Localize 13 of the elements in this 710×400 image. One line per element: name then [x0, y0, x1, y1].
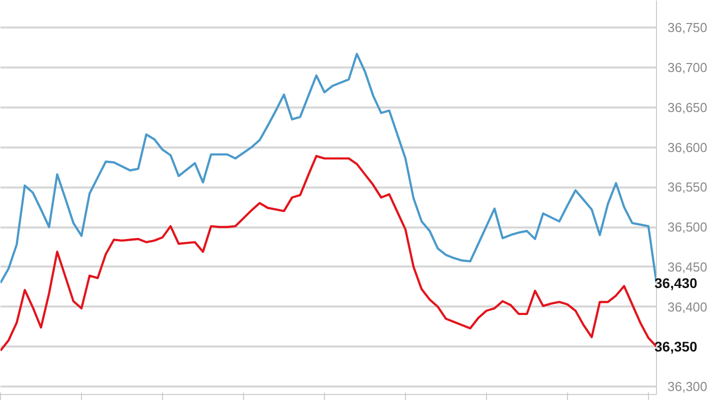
y-tick-label: 36,550 — [668, 180, 708, 195]
y-tick-label: 36,600 — [668, 140, 708, 155]
y-tick-label: 36,300 — [668, 379, 708, 394]
y-tick-label: 36,650 — [668, 100, 708, 115]
y-tick-label: 36,500 — [668, 220, 708, 235]
line-series — [0, 52, 656, 284]
y-tick-label: 36,750 — [668, 20, 708, 36]
y-tick-label: 36,400 — [668, 299, 708, 314]
line-series — [0, 154, 656, 352]
annotation: 36,430 — [654, 274, 698, 291]
y-tick-label: 36,450 — [668, 259, 708, 274]
y-tick-label: 36,700 — [668, 60, 708, 75]
annotation: 36,350 — [654, 338, 698, 355]
